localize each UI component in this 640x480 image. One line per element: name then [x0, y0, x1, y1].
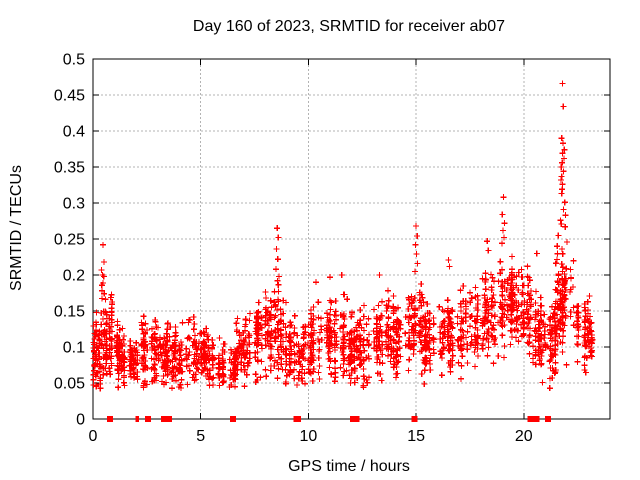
x-axis-label: GPS time / hours — [288, 458, 410, 475]
chart-title: Day 160 of 2023, SRMTID for receiver ab0… — [193, 18, 505, 35]
y-axis-label: SRMTID / TECUs — [8, 165, 25, 291]
y-tick-label: 0.3 — [63, 196, 85, 213]
x-tick-label: 15 — [407, 428, 425, 445]
y-tick-label: 0.45 — [54, 88, 85, 105]
y-tick-label: 0.15 — [54, 304, 85, 321]
zero-value-square — [137, 416, 140, 422]
zero-value-square — [165, 416, 172, 422]
zero-value-markers — [107, 416, 551, 422]
y-tick-label: 0.35 — [54, 160, 85, 177]
y-tick-label: 0.1 — [63, 340, 85, 357]
zero-value-square — [545, 416, 551, 422]
zero-value-square — [353, 416, 359, 422]
x-tick-label: 0 — [89, 428, 98, 445]
y-tick-label: 0 — [76, 412, 85, 429]
zero-value-square — [350, 416, 357, 422]
zero-value-square — [161, 416, 168, 422]
x-tick-label: 10 — [300, 428, 318, 445]
zero-value-square — [296, 416, 302, 422]
y-tick-label: 0.2 — [63, 268, 85, 285]
zero-value-square — [107, 416, 114, 422]
x-tick-label: 20 — [515, 428, 533, 445]
zero-value-square — [135, 416, 138, 422]
grid-lines — [93, 59, 610, 419]
x-tick-label: 5 — [196, 428, 205, 445]
zero-value-square — [411, 416, 418, 422]
y-tick-label: 0.25 — [54, 232, 85, 249]
zero-value-square — [145, 416, 152, 422]
scatter-points — [90, 80, 596, 392]
y-tick-label: 0.05 — [54, 376, 85, 393]
zero-value-square — [357, 416, 360, 422]
tick-labels: 0 5 10 15 20 0 0.05 0.1 0.15 0.2 0.25 0.3 0.35 0.4 0.4… — [54, 52, 533, 446]
data-point-plus-markers — [90, 80, 596, 392]
zero-value-square — [230, 416, 236, 422]
y-tick-label: 0.5 — [63, 52, 85, 69]
zero-value-square — [534, 416, 540, 422]
y-tick-label: 0.4 — [63, 124, 85, 141]
grid-dashed-lines — [93, 59, 610, 419]
